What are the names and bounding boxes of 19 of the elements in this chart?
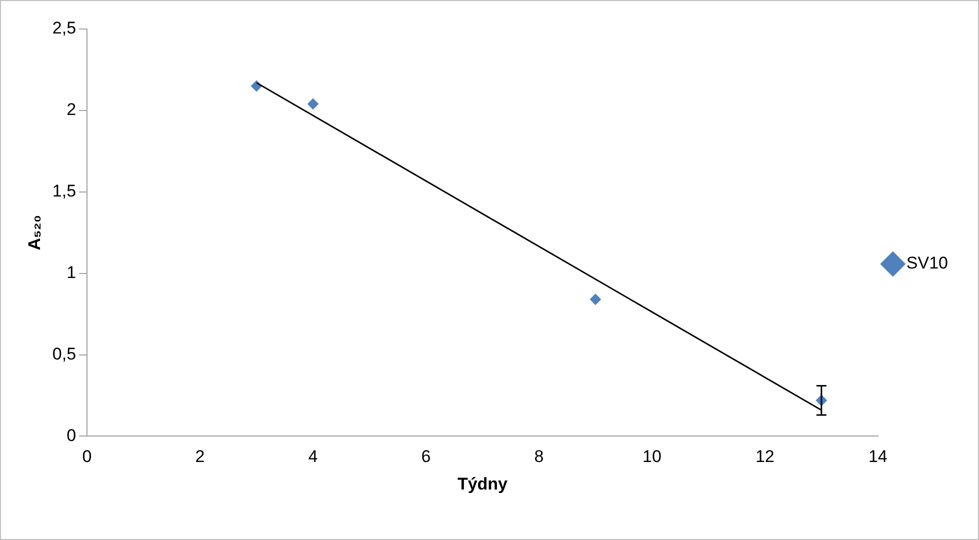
x-tick-label: 8 — [534, 447, 544, 466]
x-tick-label: 4 — [308, 447, 318, 466]
y-tick-label: 2,5 — [52, 18, 76, 38]
x-tick-label: 14 — [868, 447, 888, 466]
x-tick-label: 0 — [82, 447, 92, 466]
legend-label: SV10 — [906, 254, 948, 273]
y-axis-title: A₅₂₀ — [24, 214, 44, 250]
x-tick-label: 10 — [642, 447, 662, 466]
y-tick-label: 0,5 — [52, 344, 76, 364]
point — [590, 294, 601, 305]
x-axis-title: Týdny — [457, 474, 508, 494]
y-tick-label: 0 — [66, 426, 76, 445]
point — [308, 98, 318, 110]
x-tick-label: 2 — [195, 447, 205, 466]
y-tick-label: 1,5 — [52, 182, 76, 201]
y-tick-label: 2 — [66, 100, 76, 120]
x-tick-label: 6 — [421, 447, 431, 466]
x-tick-label: 12 — [755, 447, 774, 466]
y-tick-label: 1 — [66, 263, 76, 282]
